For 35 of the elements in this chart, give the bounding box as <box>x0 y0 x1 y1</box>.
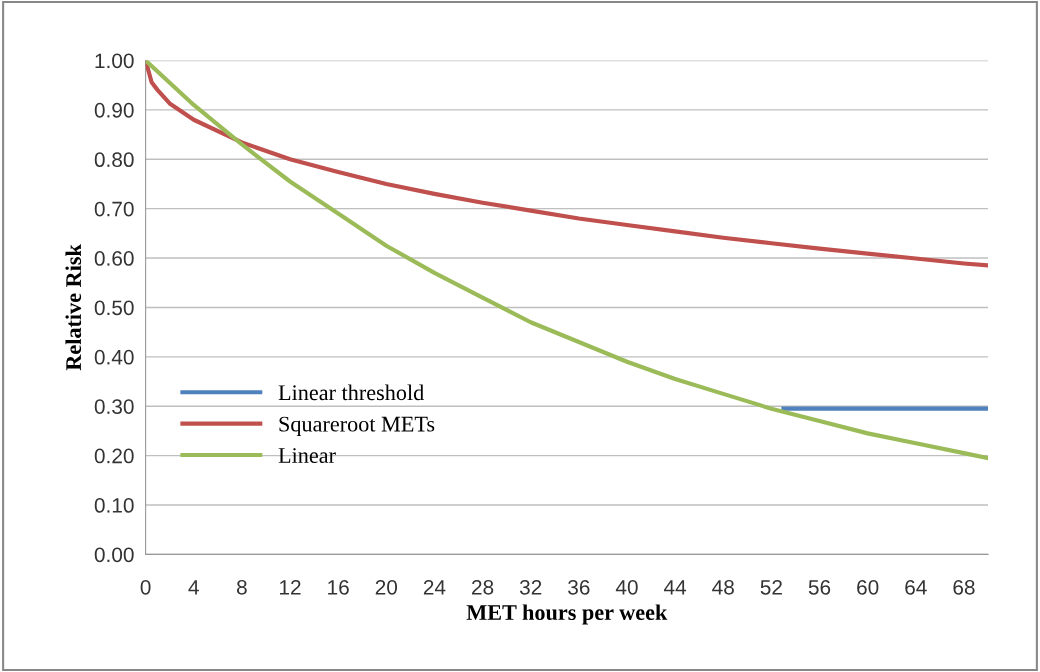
legend-label: Linear <box>278 448 336 464</box>
y-tick-label: 0.90 <box>94 102 134 118</box>
x-tick-label: 36 <box>568 579 590 595</box>
x-tick-label: 4 <box>188 580 199 595</box>
x-tick-label: 60 <box>857 579 879 595</box>
x-tick-label: 56 <box>808 579 831 595</box>
y-tick-label: 0.60 <box>94 251 134 266</box>
y-tick-label: 0.20 <box>94 448 134 464</box>
x-tick-label: 64 <box>905 579 927 595</box>
x-tick-label: 24 <box>423 579 446 595</box>
y-tick-label: 0.00 <box>94 547 134 563</box>
y-tick-label: 0.10 <box>94 498 134 513</box>
y-tick-label: 0.30 <box>94 399 134 414</box>
x-tick-label: 20 <box>375 579 398 595</box>
y-tick-label: 0.80 <box>94 152 134 168</box>
y-tick-label: 1.00 <box>95 53 134 69</box>
x-tick-label: 12 <box>280 579 301 595</box>
x-tick-label: 40 <box>615 579 638 595</box>
x-tick-label: 44 <box>664 580 687 595</box>
y-tick-label: 0.50 <box>94 300 134 316</box>
x-tick-label: 16 <box>328 579 349 595</box>
x-tick-label: 48 <box>712 579 734 595</box>
line-series <box>145 60 988 461</box>
x-tick-label: 52 <box>760 579 782 595</box>
x-tick-label: 0 <box>140 579 151 595</box>
y-axis-title: Relative Risk <box>65 244 82 371</box>
x-tick-label: 28 <box>472 579 494 595</box>
x-axis-title: MET hours per week <box>466 604 668 625</box>
x-tick-label: 68 <box>953 579 975 595</box>
y-tick-label: 0.40 <box>94 349 134 365</box>
x-tick-label: 8 <box>236 579 247 595</box>
legend-label: Squareroot METs <box>279 416 435 437</box>
legend-label: Linear threshold <box>278 384 424 401</box>
y-tick-label: 0.70 <box>94 201 134 217</box>
x-tick-label: 32 <box>519 579 542 595</box>
